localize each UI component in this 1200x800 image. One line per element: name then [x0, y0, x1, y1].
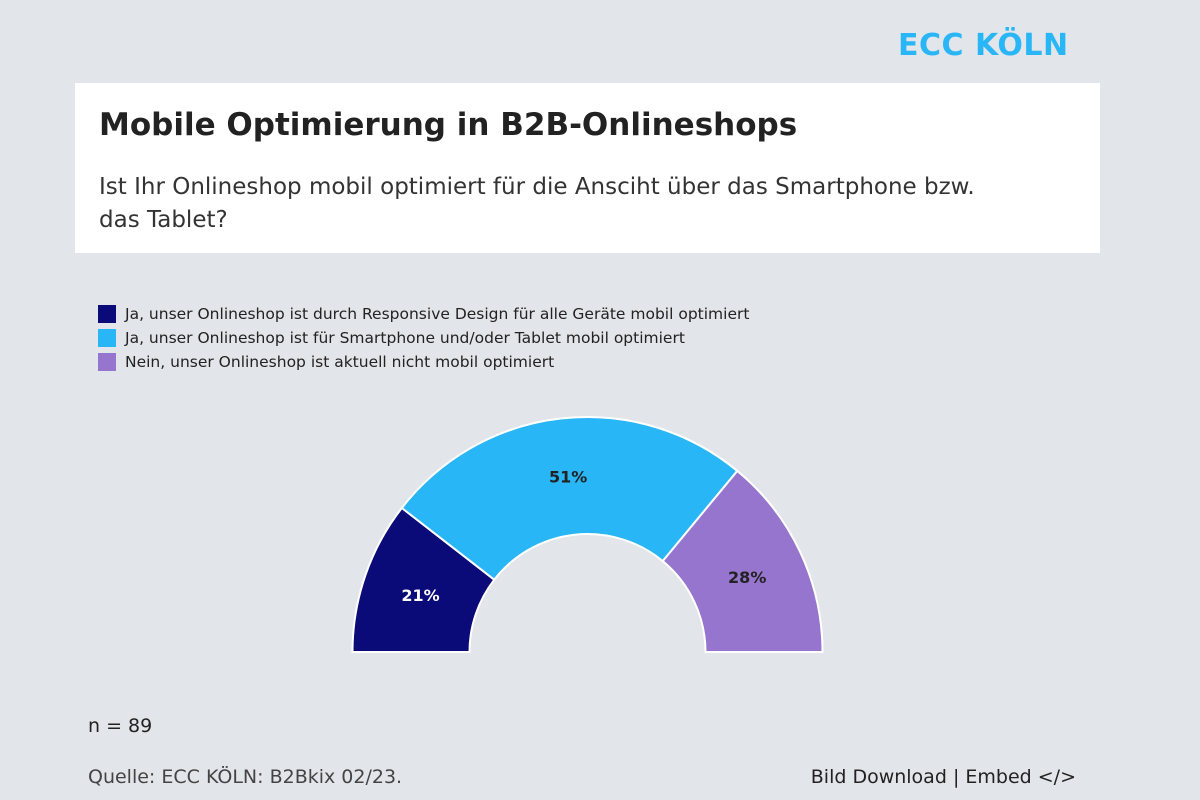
footer-links: Bild Download | Embed </> — [811, 766, 1076, 788]
data-label-0: 21% — [401, 586, 439, 605]
legend-label: Ja, unser Onlineshop ist durch Responsiv… — [125, 305, 750, 323]
legend-swatch — [98, 305, 116, 323]
legend-item: Nein, unser Onlineshop ist aktuell nicht… — [98, 350, 749, 374]
legend-label: Nein, unser Onlineshop ist aktuell nicht… — [125, 353, 555, 371]
data-label-2: 28% — [728, 568, 766, 587]
chart-title: Mobile Optimierung in B2B-Onlineshops — [99, 107, 798, 143]
sample-size: n = 89 — [88, 715, 153, 737]
embed-link[interactable]: Embed </> — [965, 766, 1076, 788]
slice-1 — [400, 416, 739, 582]
data-label-1: 51% — [549, 468, 587, 487]
image-download-link[interactable]: Bild Download — [810, 766, 947, 788]
legend: Ja, unser Onlineshop ist durch Responsiv… — [98, 302, 749, 374]
slice-2 — [661, 469, 824, 653]
legend-label: Ja, unser Onlineshop ist für Smartphone … — [125, 329, 685, 347]
chart-subtitle: Ist Ihr Onlineshop mobil optimiert für d… — [99, 174, 975, 233]
source-note: Quelle: ECC KÖLN: B2Bkix 02/23. — [88, 766, 403, 788]
legend-swatch — [98, 353, 116, 371]
legend-swatch — [98, 329, 116, 347]
ecc-koeln-logo: ECC KÖLN — [898, 28, 1069, 63]
separator: | — [952, 766, 960, 788]
header-card: Mobile Optimierung in B2B-Onlineshops Is… — [75, 83, 1100, 253]
legend-item: Ja, unser Onlineshop ist für Smartphone … — [98, 326, 749, 350]
legend-item: Ja, unser Onlineshop ist durch Responsiv… — [98, 302, 749, 326]
